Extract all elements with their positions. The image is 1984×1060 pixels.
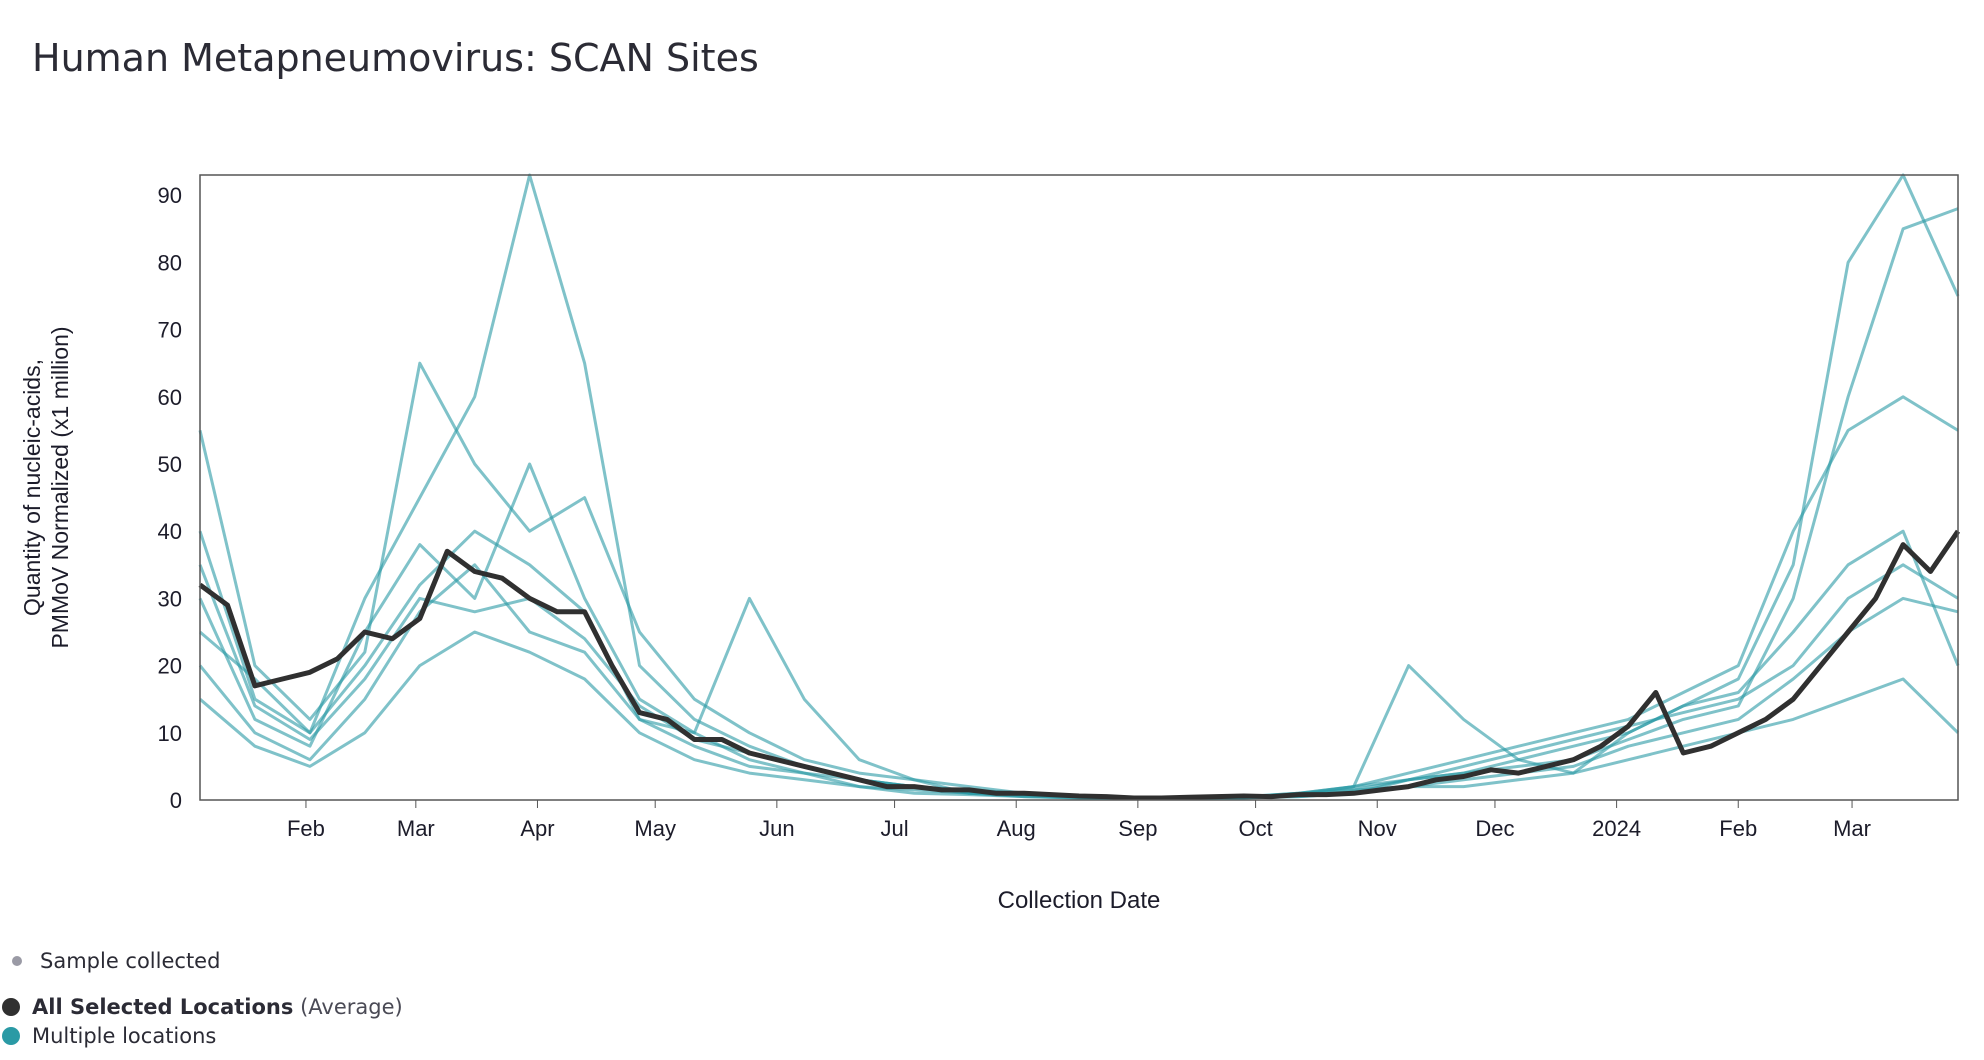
legend-average-label: All Selected Locations (32, 995, 294, 1019)
sample-dot-icon (12, 956, 22, 966)
y-tick-label: 90 (158, 183, 182, 208)
y-axis-label-line: PMMoV Normalized (x1 million) (47, 326, 73, 648)
y-axis-label: Quantity of nucleic-acids, PMMoV Normaliz… (19, 326, 73, 648)
y-tick-label: 60 (158, 385, 182, 410)
average-series-line[interactable] (198, 529, 1961, 801)
y-tick-label: 30 (158, 586, 182, 611)
x-axis-label: Collection Date (998, 887, 1161, 914)
location-series-line[interactable] (198, 395, 1959, 801)
chart-title: Human Metapneumovirus: SCAN Sites (32, 36, 759, 80)
location-series-line[interactable] (198, 563, 1959, 801)
y-axis-label-line: Quantity of nucleic-acids, (19, 359, 45, 616)
x-tick-label: Aug (997, 816, 1036, 841)
x-tick-label: Oct (1238, 816, 1272, 841)
legend-sample-label: Sample collected (40, 949, 221, 973)
y-tick-label: 40 (158, 519, 182, 544)
legend-average[interactable]: All Selected Locations (Average) (2, 995, 403, 1019)
x-tick-label: Jun (759, 816, 794, 841)
legend-average-suffix: (Average) (300, 995, 403, 1019)
x-axis-ticks: Feb Mar Apr May Jun Jul Aug Sep Oct Nov Dec 2024 Feb… (287, 800, 1871, 841)
y-tick-label: 20 (158, 654, 182, 679)
x-tick-label: Mar (397, 816, 435, 841)
x-tick-label: Jul (881, 816, 909, 841)
y-tick-label: 50 (158, 452, 182, 477)
x-tick-label: Sep (1118, 816, 1157, 841)
location-series-line[interactable] (198, 529, 1960, 801)
legend-multiple-label: Multiple locations (32, 1024, 217, 1048)
x-tick-label: Nov (1358, 816, 1397, 841)
x-tick-label: Feb (287, 816, 325, 841)
x-tick-label: Apr (520, 816, 554, 841)
y-axis-ticks: 0 10 20 30 40 50 60 70 80 90 (158, 183, 182, 813)
y-tick-label: 70 (158, 318, 182, 343)
y-tick-label: 10 (158, 721, 182, 746)
legend-sample-collected[interactable]: Sample collected (12, 949, 220, 973)
x-tick-label: Mar (1833, 816, 1871, 841)
average-series-group (198, 529, 1961, 801)
x-tick-label: 2024 (1592, 816, 1641, 841)
average-dot-icon (2, 998, 20, 1016)
legend-multiple-locations[interactable]: Multiple locations (2, 1024, 216, 1048)
locations-dot-icon (2, 1027, 20, 1045)
x-tick-label: Feb (1719, 816, 1757, 841)
x-tick-label: May (634, 816, 676, 841)
x-tick-label: Dec (1475, 816, 1514, 841)
location-series-group (198, 173, 1960, 801)
location-series-line[interactable] (199, 529, 1959, 801)
y-tick-label: 80 (158, 250, 182, 275)
y-tick-label: 0 (170, 788, 182, 813)
plot-frame (199, 174, 1959, 801)
location-series-line[interactable] (198, 173, 1960, 801)
